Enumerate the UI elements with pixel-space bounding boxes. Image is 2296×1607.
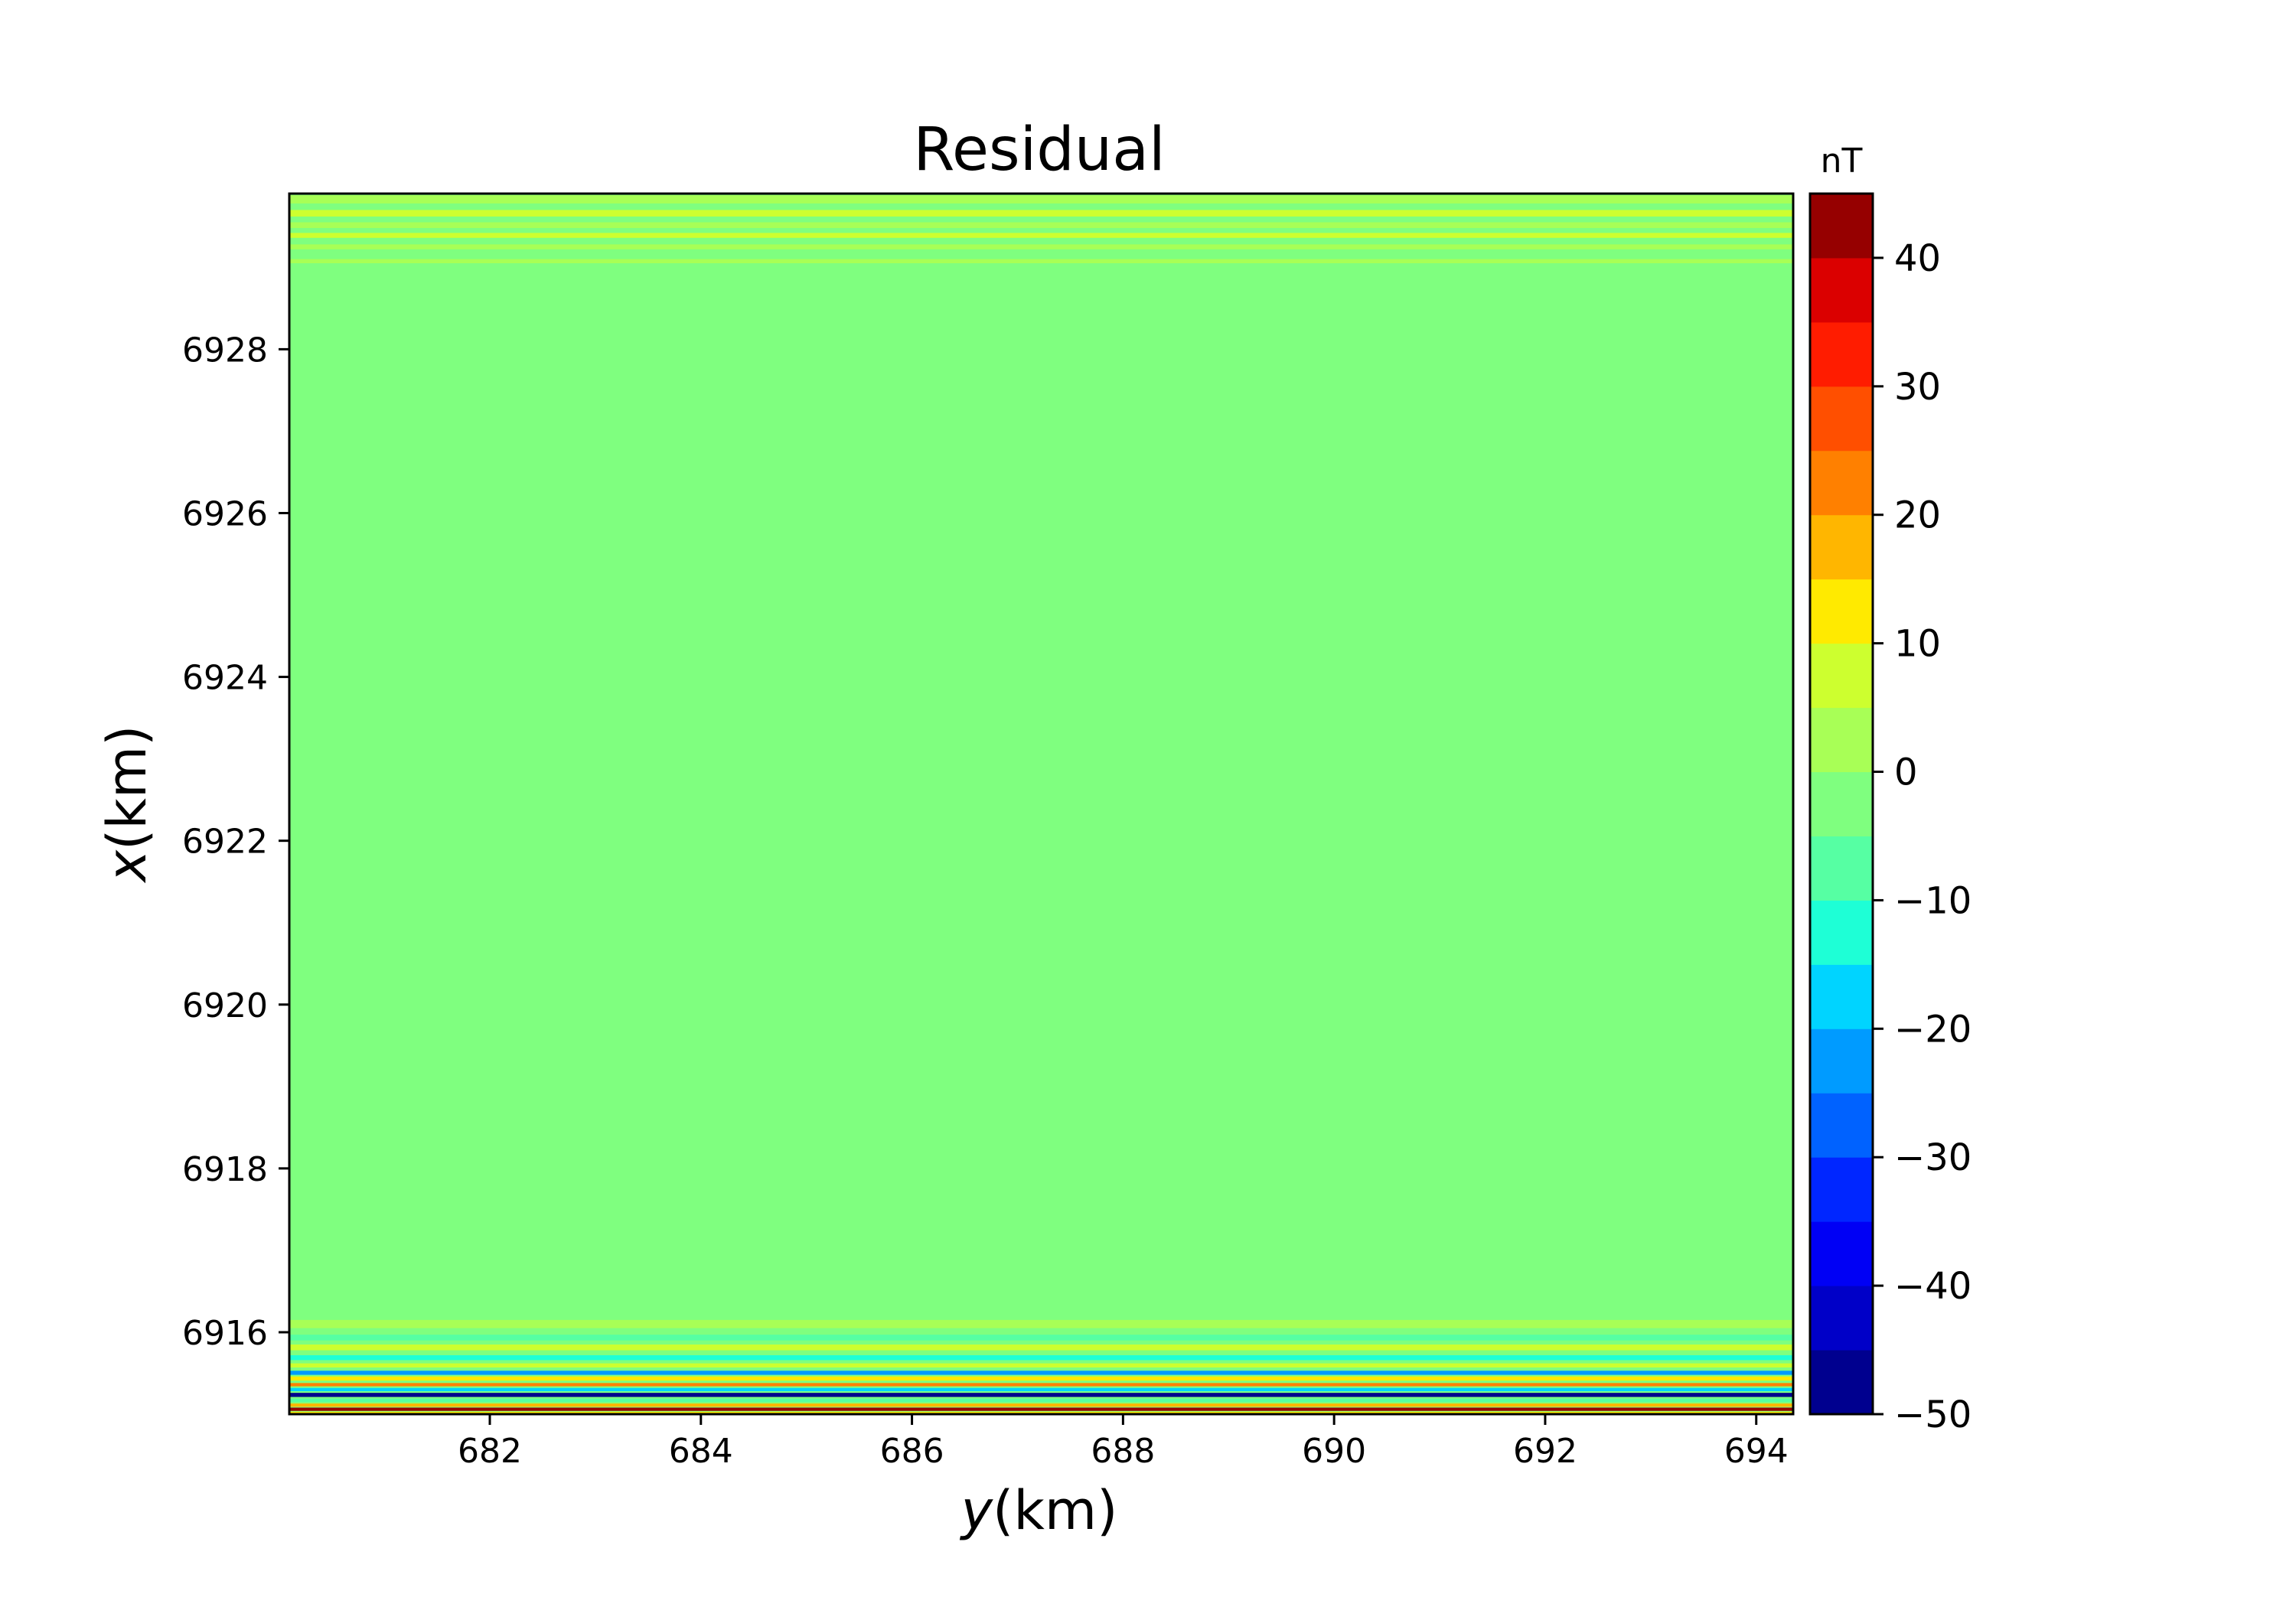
colorbar-segment [1810, 1157, 1873, 1222]
x-tick-label: 688 [1091, 1432, 1155, 1471]
colorbar-segment [1810, 707, 1873, 773]
chart-title: Residual [913, 116, 1165, 184]
colorbar-segments [1810, 194, 1873, 1415]
y-tick-label: 6922 [182, 823, 268, 862]
heatmap-band [289, 1411, 1793, 1414]
heatmap-band [289, 1398, 1793, 1402]
colorbar-unit-label: nT [1821, 142, 1863, 181]
y-axis-label-var: x [96, 849, 158, 883]
colorbar-segment [1810, 964, 1873, 1029]
heatmap-band [289, 1387, 1793, 1392]
x-tick-label: 684 [669, 1432, 733, 1471]
x-tick-label: 694 [1724, 1432, 1789, 1471]
x-axis-label-unit: (km) [993, 1479, 1117, 1542]
plot-frame [288, 192, 1795, 1416]
colorbar-segment [1810, 900, 1873, 965]
y-tick-label: 6924 [182, 659, 268, 698]
heatmap-band [289, 233, 1793, 238]
colorbar-segment [1810, 643, 1873, 709]
colorbar-segment [1810, 514, 1873, 580]
x-tick-label: 690 [1302, 1432, 1366, 1471]
heatmap-band [289, 1319, 1793, 1328]
colorbar-segment [1810, 836, 1873, 901]
colorbar-frame [1808, 192, 1874, 1416]
colorbar-segment [1810, 194, 1873, 259]
colorbar-segment [1810, 321, 1873, 387]
heatmap-band [289, 1371, 1793, 1375]
colorbar-segment [1810, 257, 1873, 323]
heatmap-band [289, 1393, 1793, 1397]
colorbar-tick-label: −20 [1894, 1008, 1971, 1051]
heatmap-background [289, 194, 1793, 1414]
heatmap-band [289, 222, 1793, 228]
colorbar-segment [1810, 1028, 1873, 1094]
colorbar-segment [1810, 1350, 1873, 1415]
colorbar-segment [1810, 1221, 1873, 1286]
heatmap-band [289, 1363, 1793, 1367]
colorbar-tick-label: 30 [1894, 366, 1941, 409]
plot-area [288, 192, 1795, 1416]
heatmap-band [289, 1376, 1793, 1381]
heatmap-bands [289, 195, 1793, 1414]
heatmap-band [289, 1407, 1793, 1411]
heatmap-band [289, 1335, 1793, 1341]
colorbar-tick-label: −10 [1894, 879, 1971, 922]
x-tick-label: 692 [1513, 1432, 1577, 1471]
colorbar-tick-label: −50 [1894, 1393, 1971, 1436]
x-tick-label: 682 [458, 1432, 522, 1471]
heatmap-band [289, 1345, 1793, 1351]
colorbar: 40 30 20 10 0 −10 −20 −30 −40 −50 nT [1808, 142, 1971, 1436]
heatmap-band [289, 244, 1793, 249]
colorbar-tick-label: −40 [1894, 1265, 1971, 1308]
y-axis-label-unit: (km) [96, 725, 158, 850]
y-axis-label: x(km) [96, 725, 158, 884]
colorbar-segment [1810, 450, 1873, 516]
colorbar-tick-label: 40 [1894, 237, 1941, 280]
x-axis-label: y(km) [960, 1479, 1118, 1542]
y-tick-label: 6920 [182, 986, 268, 1025]
y-tick-label: 6916 [182, 1314, 268, 1353]
y-tick-label: 6928 [182, 331, 268, 370]
heatmap-band [289, 1383, 1793, 1387]
colorbar-ticks: 40 30 20 10 0 −10 −20 −30 −40 −50 [1873, 237, 1971, 1436]
heatmap-band [289, 1403, 1793, 1407]
colorbar-tick-label: 20 [1894, 494, 1941, 537]
y-tick-label: 6918 [182, 1150, 268, 1189]
heatmap-band [289, 210, 1793, 217]
x-tick-label: 686 [880, 1432, 944, 1471]
heatmap-band [289, 195, 1793, 204]
colorbar-tick-label: 0 [1894, 751, 1918, 794]
colorbar-segment [1810, 771, 1873, 836]
x-axis-ticks: 682 684 686 688 690 692 694 [458, 1414, 1789, 1471]
colorbar-segment [1810, 386, 1873, 451]
heatmap-band [289, 1354, 1793, 1361]
colorbar-segment [1810, 1093, 1873, 1158]
colorbar-segment [1810, 579, 1873, 644]
colorbar-tick-label: 10 [1894, 623, 1941, 666]
colorbar-segment [1810, 1286, 1873, 1351]
y-tick-label: 6926 [182, 494, 268, 533]
y-axis-ticks: 6916 6918 6920 6922 6924 6926 6928 [182, 331, 289, 1353]
heatmap-band [289, 259, 1793, 263]
x-axis-label-var: y [960, 1479, 994, 1542]
colorbar-tick-label: −30 [1894, 1136, 1971, 1179]
